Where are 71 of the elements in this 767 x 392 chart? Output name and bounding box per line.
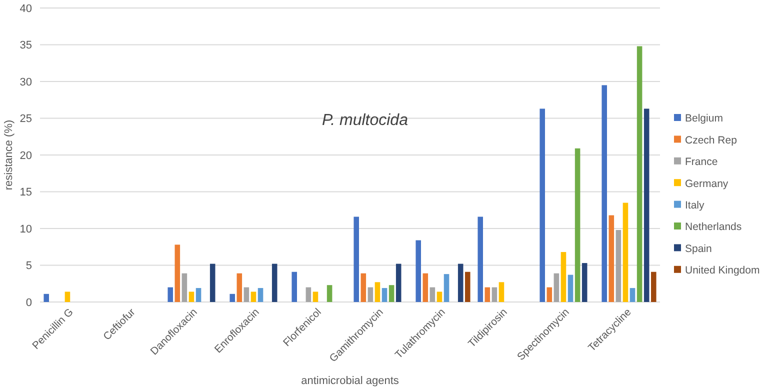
bar (492, 287, 498, 302)
y-tick-label: 35 (20, 40, 32, 52)
bar (644, 108, 650, 302)
bar (616, 230, 622, 302)
bar (602, 85, 607, 302)
bar (326, 285, 332, 302)
x-axis-title: antimicrobial agents (301, 375, 400, 387)
y-tick-label: 20 (20, 150, 32, 162)
y-tick-label: 30 (20, 76, 32, 88)
bar (568, 274, 574, 302)
text: P. multocida (322, 112, 408, 129)
bar (188, 292, 194, 302)
bar (651, 272, 656, 302)
bar (436, 292, 442, 302)
legend-label: Germany (685, 178, 729, 190)
bar (382, 288, 388, 302)
bar (258, 288, 264, 302)
legend-label: Netherlands (685, 221, 742, 234)
bar (574, 148, 580, 302)
bar (416, 240, 421, 302)
y-tick-label: 25 (20, 113, 32, 126)
bar (582, 263, 588, 302)
legend-label: Spain (685, 242, 712, 255)
y-axis-title: resistance (%) (3, 120, 15, 190)
bar (174, 244, 180, 302)
bar (306, 287, 312, 302)
bar (196, 288, 202, 302)
bar (546, 287, 552, 302)
bar (458, 264, 464, 302)
bar (608, 215, 614, 302)
bar (630, 288, 636, 302)
bar (622, 202, 628, 302)
y-tick-label: 10 (20, 223, 32, 236)
legend-label: Italy (685, 199, 706, 212)
bar (465, 272, 470, 302)
bar (272, 264, 278, 302)
bar (312, 292, 318, 302)
bar (388, 285, 394, 302)
legend-label: United Kingdom (685, 264, 760, 277)
y-tick-label: 40 (20, 2, 32, 15)
bar (560, 252, 566, 302)
y-tick-label: 15 (20, 186, 32, 199)
bar (498, 282, 504, 302)
bar (636, 46, 642, 302)
bar (422, 273, 428, 302)
bar (540, 108, 545, 302)
y-tick-label: 0 (26, 296, 32, 309)
bar (182, 273, 188, 302)
bar (354, 216, 359, 302)
bar (368, 287, 374, 302)
bar (44, 294, 49, 302)
bar (444, 274, 450, 302)
legend-label: France (685, 156, 718, 168)
bar (210, 264, 216, 302)
bar (236, 273, 242, 302)
bar (168, 287, 173, 302)
y-tick-label: 5 (26, 260, 32, 272)
bar (554, 273, 560, 302)
bar (244, 287, 250, 302)
bar (478, 216, 483, 302)
bar (430, 287, 436, 302)
legend-label: Czech Rep (685, 134, 738, 146)
bar (374, 282, 380, 302)
bar (484, 287, 490, 302)
bar (360, 273, 366, 302)
bar (292, 272, 297, 302)
bar (250, 292, 256, 302)
bar (230, 294, 235, 302)
bar (64, 292, 70, 302)
legend-label: Belgium (685, 112, 724, 125)
bar (396, 264, 402, 302)
